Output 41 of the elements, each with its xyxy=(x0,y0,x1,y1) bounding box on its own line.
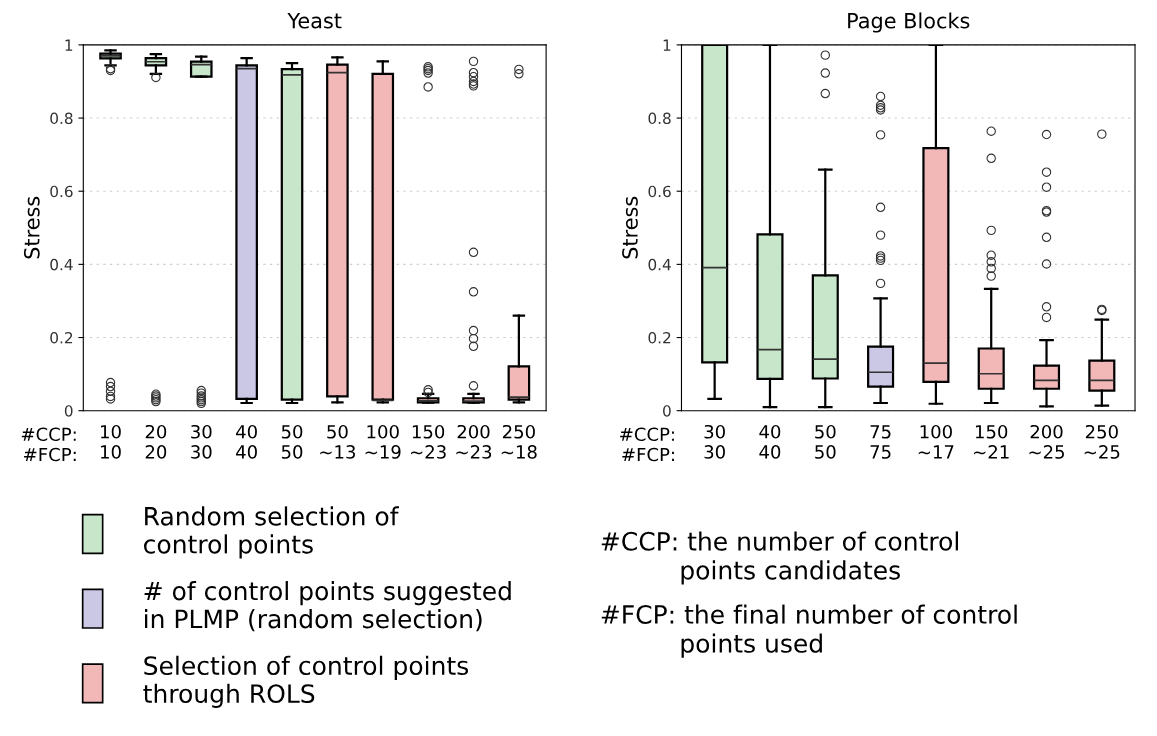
text: #CCP: the number of control points candidates xyxy=(601,531,958,585)
legend-label: Selection of control points through ROLS xyxy=(143,655,469,708)
x-tick-label: 40 40 xyxy=(236,424,257,459)
text: #CCP: #FCP: xyxy=(21,427,76,462)
y-tick-label: 1 xyxy=(663,39,671,51)
y-tick-label: 0.6 xyxy=(648,185,671,198)
x-tick-label: 200 ~25 xyxy=(1029,424,1064,459)
text: #CCP: #FCP: xyxy=(620,427,674,462)
x-tick-label: 75 75 xyxy=(870,425,891,459)
x-tick-label: 200 ~23 xyxy=(456,424,492,459)
x-tick-label: 50 ~13 xyxy=(320,424,355,459)
y-tick-label: 0 xyxy=(663,405,671,417)
x-tick-label: 30 30 xyxy=(191,424,212,459)
x-tick-label: 150 ~23 xyxy=(411,424,446,459)
y-axis-title: Stress xyxy=(622,196,638,259)
chart-title: Yeast xyxy=(287,13,342,29)
x-tick-label: 100 ~19 xyxy=(365,424,401,459)
y-tick-label: 0.2 xyxy=(50,331,73,344)
y-tick-label: 0.2 xyxy=(648,331,671,344)
x-tick-label: 250 ~25 xyxy=(1084,424,1120,459)
y-tick-label: 0.8 xyxy=(50,112,73,125)
x-tick-label: 40 40 xyxy=(759,424,781,459)
x-tick-label: 50 50 xyxy=(815,424,836,459)
y-tick-label: 0.6 xyxy=(50,185,73,198)
x-tick-label: 100 ~17 xyxy=(918,424,954,459)
y-tick-label: 0.4 xyxy=(648,258,671,271)
text: #FCP: the final number of control points used xyxy=(601,604,1017,658)
y-tick-label: 0.8 xyxy=(648,112,671,125)
y-tick-label: 1 xyxy=(65,39,73,51)
x-tick-label: 150 ~21 xyxy=(974,424,1009,459)
y-tick-label: 0 xyxy=(64,405,73,417)
x-tick-label: 30 30 xyxy=(704,424,725,459)
chart-title: Page Blocks xyxy=(848,12,970,33)
legend-label: Random selection of control points xyxy=(144,506,399,559)
x-tick-label: 20 20 xyxy=(145,424,167,459)
legend-label: # of control points suggested in PLMP (random selection) xyxy=(144,581,511,632)
y-tick-label: 0.4 xyxy=(50,258,73,271)
x-tick-label: 10 10 xyxy=(101,424,121,459)
x-tick-label: 50 50 xyxy=(281,424,303,459)
y-axis-title: Stress xyxy=(23,196,40,259)
x-tick-label: 250 ~18 xyxy=(501,424,537,459)
